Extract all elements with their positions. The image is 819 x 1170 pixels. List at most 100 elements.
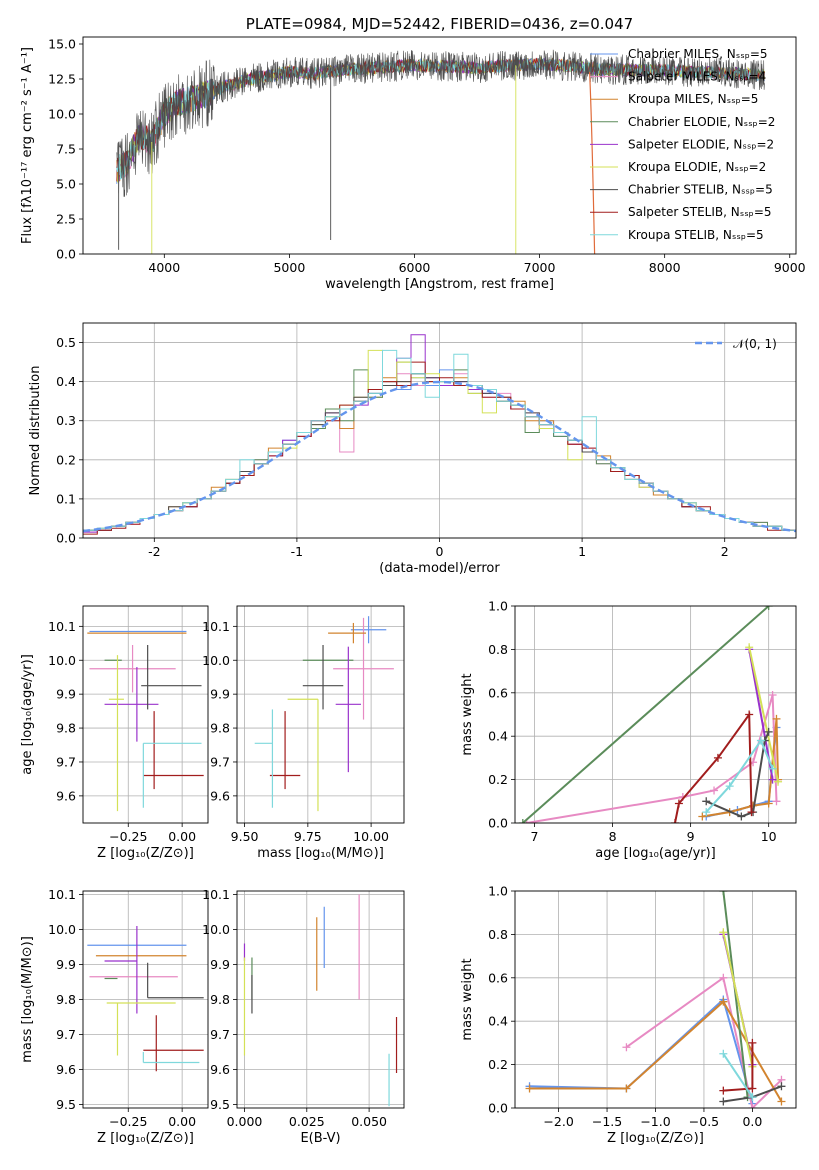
y-tick-label: 10.0 bbox=[48, 653, 76, 668]
y-tick-label: 9.6 bbox=[56, 788, 76, 803]
legend-entry: 𝒩(0, 1) bbox=[733, 337, 777, 351]
legend-entry: Salpeter ELODIE, Nₛₛₚ=2 bbox=[628, 137, 774, 151]
plot-area bbox=[116, 49, 765, 254]
weight-marker bbox=[719, 1097, 728, 1106]
legend-entry: Salpeter STELIB, Nₛₛₚ=5 bbox=[628, 205, 772, 219]
x-tick-label: 0.0 bbox=[742, 1114, 762, 1129]
y-tick-label: 1.0 bbox=[488, 599, 508, 614]
y-tick-label: 9.6 bbox=[56, 1062, 76, 1077]
spectrum-panel: 4000 5000 6000 7000 8000 9000 0.0 2.5 5.0 7.5 10.0… bbox=[20, 15, 806, 292]
weight-marker bbox=[719, 1086, 728, 1095]
plot-frame bbox=[82, 36, 797, 255]
x-tick-label: 8 bbox=[609, 829, 617, 844]
residual-histogram-panel: -2 -1 0 1 2 0.0 0.1 0.2 0.3 0.4 0.5 (data-model)/er… bbox=[28, 322, 797, 576]
x-tick-label: −0.25 bbox=[109, 1114, 147, 1129]
x-tick-label: 9 bbox=[687, 829, 695, 844]
plot-area bbox=[254, 616, 394, 812]
y-tick-label: 9.7 bbox=[210, 1027, 230, 1042]
y-tick-label: 15.0 bbox=[48, 37, 76, 52]
plot-frame bbox=[236, 605, 405, 824]
y-tick-label: 7.5 bbox=[56, 142, 76, 157]
plot-area bbox=[87, 630, 204, 812]
y-tick-label: 9.7 bbox=[210, 754, 230, 769]
chart-title: PLATE=0984, MJD=52442, FIBERID=0436, z=0… bbox=[246, 15, 633, 33]
y-tick-label: 9.6 bbox=[210, 788, 230, 803]
weight-marker bbox=[748, 1104, 757, 1108]
legend-entry: Salpeter MILES, Nₛₛₚ=4 bbox=[628, 70, 766, 84]
y-axis-label: mass [log₁₀(M/M⊙)] bbox=[20, 936, 35, 1063]
weight-marker bbox=[747, 808, 756, 817]
x-tick-label: 8000 bbox=[649, 260, 681, 275]
weight-line bbox=[748, 646, 779, 783]
y-tick-label: 0.5 bbox=[56, 335, 76, 350]
weight-marker bbox=[719, 997, 728, 1006]
y-tick-label: 10.1 bbox=[202, 619, 230, 634]
x-tick-label: 9.50 bbox=[231, 829, 259, 844]
x-tick-label: 9.75 bbox=[294, 829, 322, 844]
plot-frame bbox=[236, 890, 405, 1109]
legend-entry: Chabrier ELODIE, Nₛₛₚ=2 bbox=[628, 115, 775, 129]
plot-area bbox=[87, 926, 204, 1072]
y-axis-label: Normed distribution bbox=[28, 366, 43, 496]
weight-line bbox=[625, 976, 783, 1108]
y-tick-label: 9.7 bbox=[56, 754, 76, 769]
x-tick-label: 7000 bbox=[524, 260, 556, 275]
y-tick-label: 10.1 bbox=[48, 619, 76, 634]
weight-marker bbox=[777, 1082, 786, 1091]
y-tick-label: 0.4 bbox=[488, 729, 508, 744]
y-tick-label: 5.0 bbox=[56, 177, 76, 192]
x-tick-label: 0.025 bbox=[289, 1114, 325, 1129]
x-axis-label: Z [log₁₀(Z/Z⊙)] bbox=[97, 1131, 194, 1146]
weight-marker bbox=[702, 808, 711, 817]
weight-marker bbox=[768, 775, 777, 784]
weight-marker bbox=[772, 714, 781, 723]
x-tick-label: 4000 bbox=[148, 260, 180, 275]
weight-marker bbox=[768, 690, 777, 699]
y-tick-label: 12.5 bbox=[48, 72, 76, 87]
mass-weight-vs-age-panel: 7 8 9 10 0.0 0.2 0.4 0.6 0.8 1.0 age [log₁₀(age/yr… bbox=[460, 599, 797, 861]
weight-marker bbox=[768, 764, 777, 773]
x-axis-label: Z [log₁₀(Z/Z⊙)] bbox=[607, 1131, 704, 1146]
gaussian-curve bbox=[83, 380, 796, 533]
weight-marker bbox=[518, 819, 527, 823]
y-tick-label: 0.2 bbox=[488, 772, 508, 787]
weight-marker bbox=[719, 928, 728, 937]
weight-line bbox=[722, 891, 749, 1098]
x-axis-label: age [log₁₀(age/yr)] bbox=[595, 846, 716, 861]
weight-marker bbox=[748, 1093, 757, 1102]
y-tick-label: 9.5 bbox=[210, 1097, 230, 1112]
y-tick-label: 0.0 bbox=[488, 1101, 508, 1116]
weight-marker bbox=[698, 812, 707, 821]
weight-marker bbox=[525, 1084, 534, 1093]
x-tick-label: 2 bbox=[721, 544, 729, 559]
y-axis-label: mass weight bbox=[460, 673, 475, 755]
y-tick-label: 0.2 bbox=[488, 1057, 508, 1072]
weight-marker bbox=[745, 643, 754, 652]
y-tick-label: 0.0 bbox=[56, 531, 76, 546]
weight-marker bbox=[622, 1043, 631, 1052]
x-axis-label: Z [log₁₀(Z/Z⊙)] bbox=[97, 846, 194, 861]
legend-entry: Chabrier STELIB, Nₛₛₚ=5 bbox=[628, 183, 773, 197]
y-tick-label: 10.0 bbox=[202, 922, 230, 937]
y-tick-label: 10.1 bbox=[202, 887, 230, 902]
x-tick-label: 0.00 bbox=[168, 829, 196, 844]
x-tick-label: 5000 bbox=[273, 260, 305, 275]
weight-line bbox=[705, 738, 774, 813]
plot-frame bbox=[514, 605, 797, 824]
y-tick-label: 0.6 bbox=[488, 970, 508, 985]
y-tick-label: 10.0 bbox=[202, 653, 230, 668]
legend-entry: Kroupa MILES, Nₛₛₚ=5 bbox=[628, 92, 758, 106]
weight-marker bbox=[725, 782, 734, 791]
weight-line bbox=[526, 694, 778, 823]
x-tick-label: 10 bbox=[761, 829, 777, 844]
y-tick-label: 9.8 bbox=[56, 721, 76, 736]
plot-frame bbox=[82, 890, 209, 1109]
weight-marker bbox=[713, 753, 722, 762]
weight-marker bbox=[719, 973, 728, 982]
x-axis-label: wavelength [Angstrom, rest frame] bbox=[325, 277, 554, 292]
x-tick-label: −2.0 bbox=[543, 1114, 573, 1129]
legend-entry: Kroupa ELODIE, Nₛₛₚ=2 bbox=[628, 160, 766, 174]
mass-vs-extinction-panel: 0.000 0.025 0.050 9.5 9.6 9.7 9.8 9.9 10.0 10.1 E(… bbox=[202, 887, 405, 1146]
y-tick-label: 0.0 bbox=[56, 247, 76, 262]
y-tick-label: 10.0 bbox=[48, 922, 76, 937]
